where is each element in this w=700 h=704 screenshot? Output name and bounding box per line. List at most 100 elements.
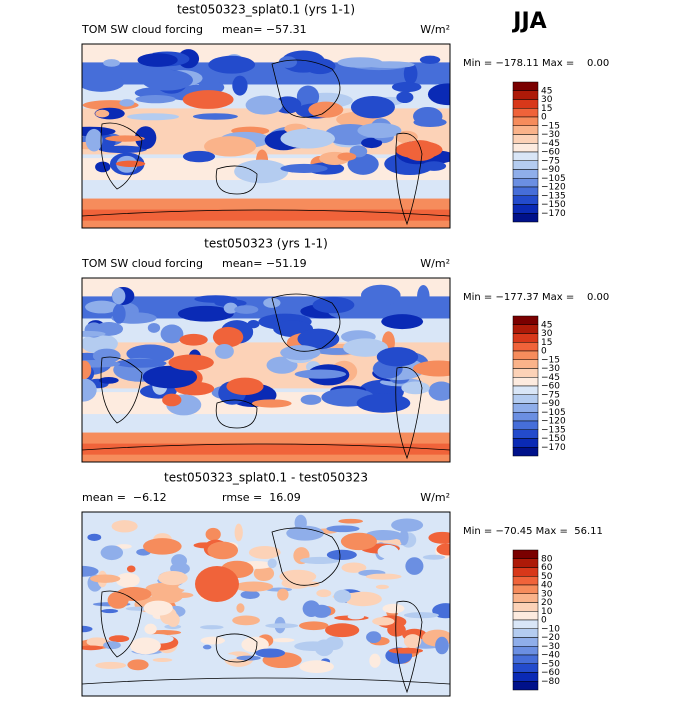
field-blob bbox=[182, 90, 234, 109]
field-blob bbox=[377, 544, 399, 559]
colorbar-box bbox=[512, 99, 539, 109]
band bbox=[82, 278, 450, 301]
field-blob bbox=[248, 545, 281, 559]
map-frame bbox=[81, 511, 451, 697]
field-blob bbox=[232, 75, 248, 96]
map bbox=[82, 278, 450, 462]
field-blob bbox=[372, 617, 395, 626]
panel-label: mean = −6.12 bbox=[82, 491, 167, 504]
colorbar-box bbox=[512, 143, 539, 153]
field-blob bbox=[144, 623, 157, 635]
min-max: Min = −178.11 Max = 0.00 bbox=[463, 58, 609, 69]
field-blob bbox=[82, 645, 103, 651]
field-blob bbox=[234, 159, 289, 184]
field-blob bbox=[347, 153, 379, 175]
field-blob bbox=[347, 614, 365, 620]
colorbar-box bbox=[512, 619, 539, 629]
field-blob bbox=[253, 565, 275, 582]
field-blob bbox=[428, 381, 450, 401]
field-blob bbox=[333, 589, 352, 603]
field-blob bbox=[127, 113, 180, 121]
colorbar-box bbox=[512, 567, 539, 577]
field-blob bbox=[299, 660, 334, 674]
map-frame bbox=[81, 43, 451, 229]
colorbar-label: −135 bbox=[541, 425, 566, 435]
field-blob bbox=[247, 320, 260, 329]
field-blob bbox=[150, 566, 160, 582]
field-blob bbox=[280, 163, 328, 174]
field-blob bbox=[417, 284, 430, 309]
field-blob bbox=[265, 623, 299, 629]
field-blob bbox=[162, 393, 182, 407]
field-blob bbox=[436, 543, 450, 556]
field-blob bbox=[350, 96, 395, 119]
field-blob bbox=[280, 345, 321, 361]
field-blob bbox=[294, 369, 347, 379]
field-blob bbox=[365, 573, 402, 580]
coastline bbox=[82, 443, 450, 451]
colorbar-box bbox=[512, 90, 539, 100]
field-blob bbox=[212, 326, 244, 348]
field-blob bbox=[166, 612, 180, 627]
colorbar-box bbox=[512, 576, 539, 586]
field-blob bbox=[116, 587, 152, 601]
panel-stat: rmse = 16.09 bbox=[222, 491, 301, 504]
colorbar-label: 60 bbox=[541, 563, 553, 573]
field-blob bbox=[251, 399, 292, 408]
colorbar-label: −105 bbox=[541, 174, 566, 184]
colorbar-label: 0 bbox=[541, 616, 547, 626]
field-blob bbox=[369, 653, 381, 668]
field-blob bbox=[300, 394, 322, 405]
panel-label: TOM SW cloud forcing bbox=[81, 257, 203, 270]
field-blob bbox=[326, 525, 360, 533]
field-blob bbox=[82, 330, 106, 337]
colorbar-box bbox=[512, 368, 539, 378]
field-blob bbox=[255, 648, 286, 658]
colorbar-box bbox=[512, 108, 539, 118]
colorbar-box bbox=[512, 646, 539, 656]
coastline bbox=[215, 165, 258, 195]
field-blob bbox=[413, 117, 447, 127]
field-blob bbox=[103, 641, 121, 650]
field-blob bbox=[396, 91, 414, 104]
colorbar-box bbox=[512, 178, 539, 188]
colorbar-label: −45 bbox=[541, 139, 560, 149]
colorbar-box bbox=[512, 412, 539, 422]
field-blob bbox=[311, 604, 332, 618]
field-blob bbox=[337, 57, 383, 68]
colorbar-box bbox=[512, 377, 539, 387]
coastline bbox=[100, 590, 143, 658]
field-blob bbox=[130, 637, 161, 655]
coastline bbox=[215, 399, 258, 429]
field-blob bbox=[403, 612, 439, 619]
colorbar-box bbox=[512, 160, 539, 170]
colorbar-label: −30 bbox=[541, 130, 560, 140]
field-blob bbox=[435, 636, 449, 655]
min-max: Min = −177.37 Max = 0.00 bbox=[463, 292, 609, 303]
field-blob bbox=[234, 305, 259, 314]
field-blob bbox=[135, 95, 176, 104]
colorbar-label: −60 bbox=[541, 148, 560, 158]
field-blob bbox=[86, 637, 109, 647]
colorbar-box bbox=[512, 359, 539, 369]
colorbar-box bbox=[512, 116, 539, 126]
colorbar-box bbox=[512, 429, 539, 439]
field-blob bbox=[405, 557, 424, 575]
panel-title: test050323 (yrs 1-1) bbox=[204, 237, 328, 251]
field-blob bbox=[337, 152, 357, 161]
field-blob bbox=[127, 659, 149, 671]
field-blob bbox=[82, 625, 93, 633]
colorbar-box bbox=[512, 447, 539, 457]
colorbar-box bbox=[512, 342, 539, 352]
coastline bbox=[395, 600, 423, 694]
field-blob bbox=[119, 99, 135, 107]
colorbar-box bbox=[512, 324, 539, 334]
colorbar-box bbox=[512, 628, 539, 638]
field-blob bbox=[236, 603, 245, 613]
field-blob bbox=[115, 160, 146, 167]
colorbar-box bbox=[512, 213, 539, 223]
field-blob bbox=[98, 145, 147, 154]
field-blob bbox=[103, 59, 120, 67]
field-blob bbox=[168, 354, 214, 371]
field-blob bbox=[245, 95, 283, 115]
